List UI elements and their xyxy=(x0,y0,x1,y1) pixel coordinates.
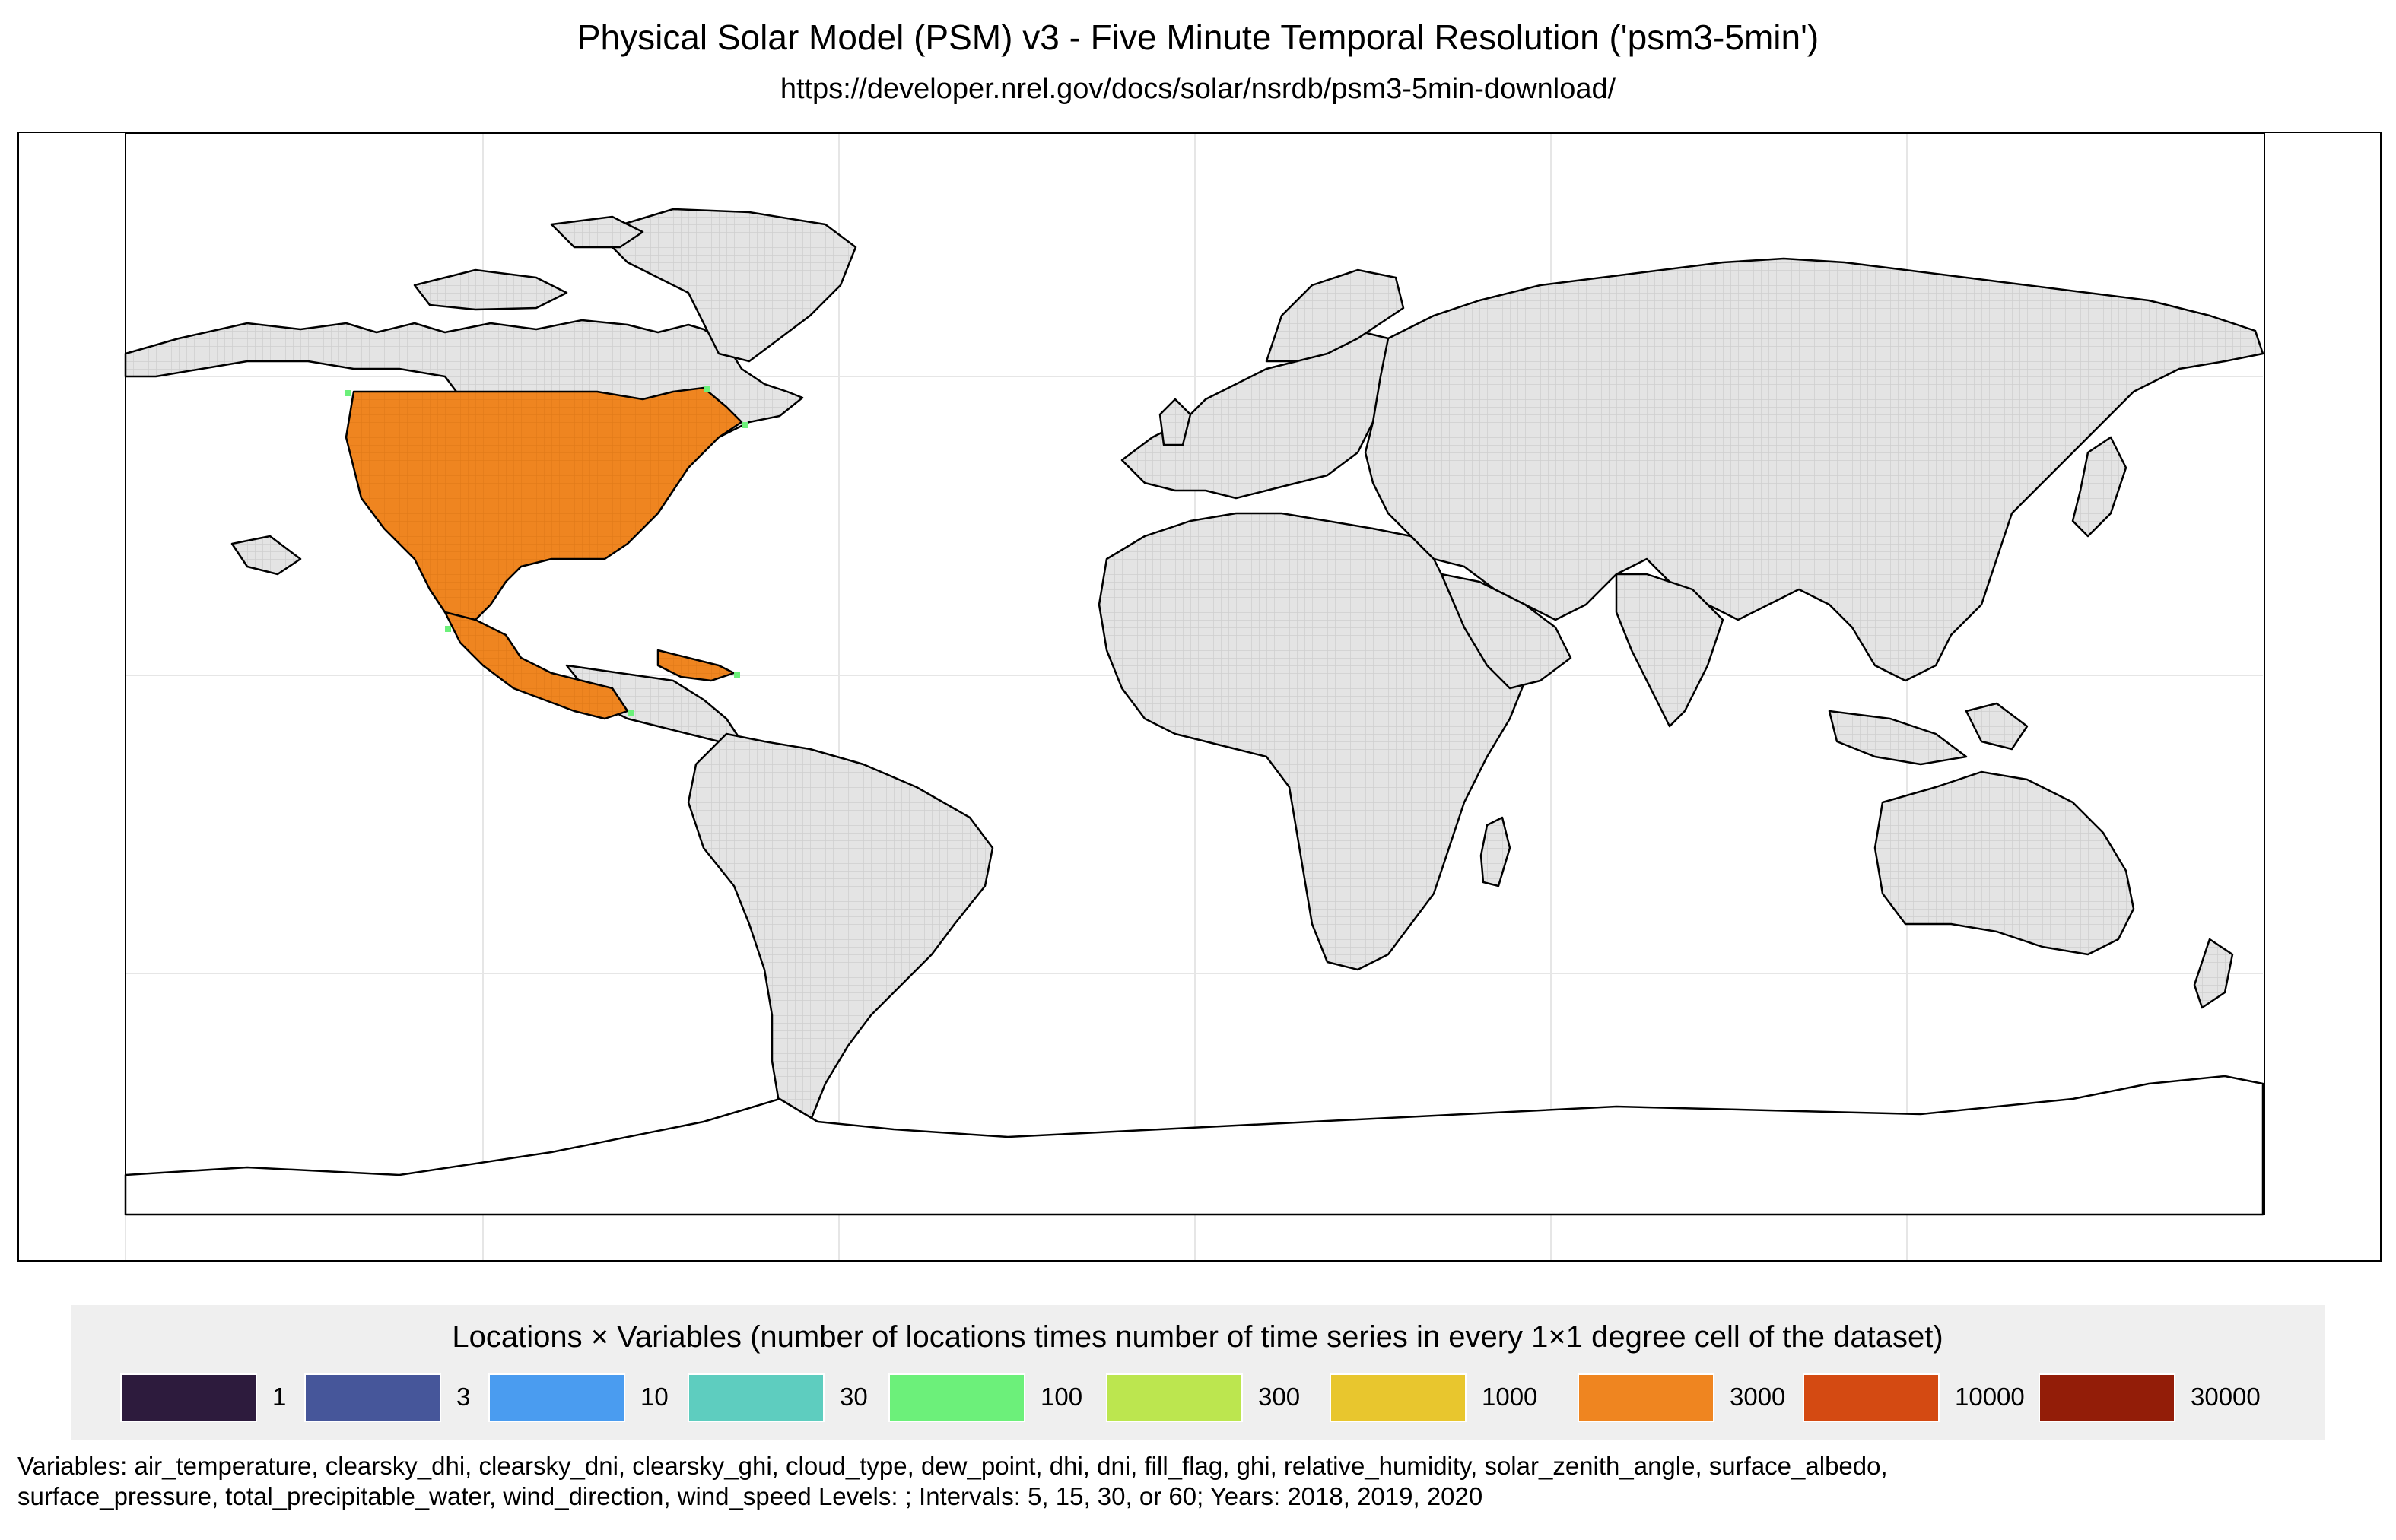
legend: Locations × Variables (number of locatio… xyxy=(71,1305,2325,1440)
legend-swatch xyxy=(488,1373,625,1422)
legend-swatch xyxy=(1106,1373,1243,1422)
legend-swatch xyxy=(1803,1373,1940,1422)
legend-swatch xyxy=(120,1373,257,1422)
legend-label: 30 xyxy=(840,1383,868,1411)
legend-label: 1000 xyxy=(1482,1383,1538,1411)
legend-title: Locations × Variables (number of locatio… xyxy=(452,1320,1943,1354)
chart-title: Physical Solar Model (PSM) v3 - Five Min… xyxy=(577,17,1819,57)
footnote: Variables: air_temperature, clearsky_dhi… xyxy=(17,1451,2375,1512)
footnote-line-1: Variables: air_temperature, clearsky_dhi… xyxy=(17,1452,1888,1480)
world-map xyxy=(124,133,2265,1260)
legend-label: 10000 xyxy=(1955,1383,2025,1411)
legend-label: 300 xyxy=(1258,1383,1301,1411)
legend-label: 3 xyxy=(456,1383,471,1411)
edge-cells xyxy=(345,386,748,716)
legend-swatch xyxy=(1578,1373,1714,1422)
coverage-region xyxy=(345,386,743,720)
footnote-line-2: surface_pressure, total_precipitable_wat… xyxy=(17,1482,1483,1510)
legend-swatch xyxy=(304,1373,441,1422)
chart-subtitle-url: https://developer.nrel.gov/docs/solar/ns… xyxy=(780,73,1616,105)
map-panel xyxy=(17,132,2382,1262)
legend-swatch xyxy=(1330,1373,1467,1422)
legend-swatch xyxy=(888,1373,1025,1422)
legend-label: 100 xyxy=(1041,1383,1083,1411)
legend-label: 30000 xyxy=(2191,1383,2261,1411)
legend-swatch xyxy=(2039,1373,2175,1422)
legend-label: 3000 xyxy=(1730,1383,1786,1411)
legend-label: 10 xyxy=(640,1383,669,1411)
legend-label: 1 xyxy=(272,1383,287,1411)
legend-swatch xyxy=(688,1373,825,1422)
